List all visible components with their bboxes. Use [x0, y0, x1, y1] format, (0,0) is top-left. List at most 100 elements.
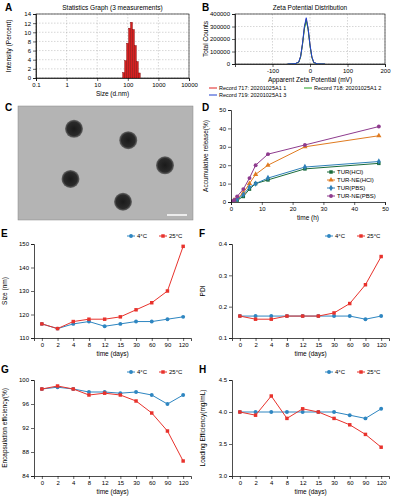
plot: 024812153060901203.03.54.04.5time (days)…: [199, 369, 390, 496]
tick-label: 8: [28, 39, 32, 45]
tick-mark: [228, 128, 231, 129]
marker: [56, 327, 59, 330]
tick-mark: [183, 338, 184, 341]
x-tick: 30: [331, 476, 338, 486]
tick-label: 12: [300, 480, 307, 486]
legend-entry: 4°C: [127, 369, 148, 375]
marker: [379, 407, 383, 411]
x-tick: 1000: [152, 78, 166, 88]
tick-mark: [256, 338, 257, 341]
marker: [40, 387, 44, 391]
marker: [119, 315, 122, 318]
tick-mark: [89, 476, 90, 479]
tick-label: 0: [239, 480, 243, 486]
axis-line: [232, 15, 236, 65]
marker: [332, 417, 335, 420]
tick-label: 30: [133, 480, 140, 486]
legend-marker: [327, 370, 331, 374]
marker: [348, 314, 352, 318]
marker: [238, 314, 241, 317]
tick-mark: [128, 78, 129, 81]
scale-bar: [167, 214, 187, 216]
y-tick: 40: [219, 126, 231, 132]
tick-label: 2: [254, 480, 258, 486]
x-tick: -100: [267, 64, 280, 74]
particle: [65, 120, 83, 138]
tick-mark: [287, 476, 288, 479]
tick-label: 40: [351, 206, 358, 212]
x-axis: 0.1110100100010000: [32, 78, 198, 88]
legend-label: 4°C: [137, 233, 148, 239]
marks: [238, 394, 383, 449]
tick-label: 4: [270, 480, 274, 486]
legend-marker: [359, 370, 362, 373]
tick-mark: [189, 78, 190, 81]
grid-line: [235, 26, 385, 27]
marker: [285, 410, 289, 414]
marker: [87, 393, 90, 396]
tick-mark: [152, 476, 153, 479]
tick-mark: [42, 338, 43, 341]
y-tick: 300000: [210, 24, 235, 30]
tick-mark: [229, 412, 232, 413]
x-tick: 1: [65, 78, 69, 88]
tick-mark: [42, 476, 43, 479]
bar: [123, 73, 125, 78]
tick-mark: [232, 27, 235, 28]
grid-line: [36, 32, 189, 33]
legend-entry: 25°C: [357, 233, 381, 239]
tick-mark: [229, 444, 232, 445]
tick-mark: [232, 14, 235, 15]
x-axis-title: time (days): [96, 350, 128, 358]
plot: 02481215306090120110120130140150time (da…: [1, 233, 192, 358]
panel-label: C: [5, 102, 12, 113]
tick-mark: [303, 338, 304, 341]
y-tick: 4.5: [219, 377, 232, 383]
marker: [181, 245, 184, 248]
marker: [363, 416, 367, 420]
series-line: [231, 127, 379, 202]
bar: [125, 61, 127, 78]
legend-entry: 4°C: [325, 369, 346, 375]
legend-marker: [129, 370, 133, 374]
marker: [254, 314, 258, 318]
y-tick: 110: [19, 335, 34, 341]
marker: [238, 410, 241, 413]
tick-mark: [136, 338, 137, 341]
marker: [150, 411, 153, 414]
y-tick: 2: [28, 66, 36, 72]
tick-label: 0.4: [219, 241, 228, 247]
tick-mark: [240, 476, 241, 479]
legend-label: 25°C: [169, 369, 183, 375]
panel-label: E: [1, 228, 8, 239]
marker: [303, 143, 307, 147]
tick-label: 200000: [210, 36, 231, 42]
legend-marker: [328, 177, 333, 182]
x-tick: 90: [363, 338, 370, 348]
legend-label: TUR(HCl): [337, 169, 363, 175]
tick-mark: [167, 338, 168, 341]
marker: [266, 152, 270, 156]
tick-label: 300000: [210, 24, 231, 30]
x-tick: 200: [380, 64, 391, 74]
marker: [40, 322, 43, 325]
legend: 4°C25°C: [127, 233, 183, 239]
tick-mark: [33, 51, 36, 52]
figure-container: 0.111010010001000002468101214Statistics …: [0, 0, 395, 500]
grid-line: [97, 14, 98, 78]
marker: [72, 387, 75, 390]
tick-mark: [89, 338, 90, 341]
axis-line: [233, 477, 390, 480]
marker: [301, 314, 305, 318]
tick-label: 8: [286, 342, 290, 348]
series-line: [240, 396, 381, 447]
x-axis-title: Size (d.nm): [96, 90, 129, 98]
tick-mark: [287, 338, 288, 341]
x-tick: 15: [118, 476, 125, 486]
particle: [156, 156, 174, 174]
tick-label: 60: [149, 342, 156, 348]
marker: [254, 163, 258, 167]
tick-label: 150: [19, 241, 30, 247]
x-axis: -1000100200: [236, 64, 392, 74]
series-line: [42, 386, 183, 461]
